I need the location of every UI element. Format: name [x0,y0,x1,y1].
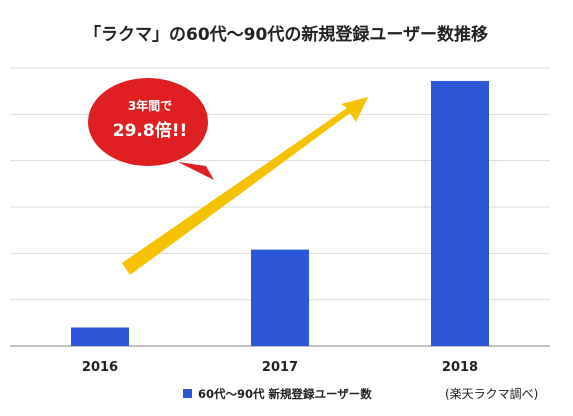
chart-title: 「ラクマ」の60代～90代の新規登録ユーザー数推移 [84,24,488,45]
bar-2017 [251,249,309,346]
x-tick-label: 2017 [262,360,298,375]
legend-swatch [183,389,192,398]
callout-line1: 3年間で [128,98,172,113]
trend-arrow [122,97,368,275]
bar-2018 [431,80,489,347]
callout-ellipse [88,78,208,166]
bar-2016 [71,327,129,346]
x-axis-ticks: 2016 2017 2018 [82,360,478,375]
x-tick-label: 2018 [442,360,478,375]
source-note: (楽天ラクマ調べ) [445,387,538,401]
legend-label: 60代～90代 新規登録ユーザー数 [198,387,372,401]
callout-line2: 29.8倍!! [113,120,187,141]
x-tick-label: 2016 [82,360,118,375]
legend: 60代～90代 新規登録ユーザー数 [183,387,372,401]
callout-pointer [178,162,214,180]
callout-bubble: 3年間で 29.8倍!! [88,78,214,180]
bars [71,80,489,347]
